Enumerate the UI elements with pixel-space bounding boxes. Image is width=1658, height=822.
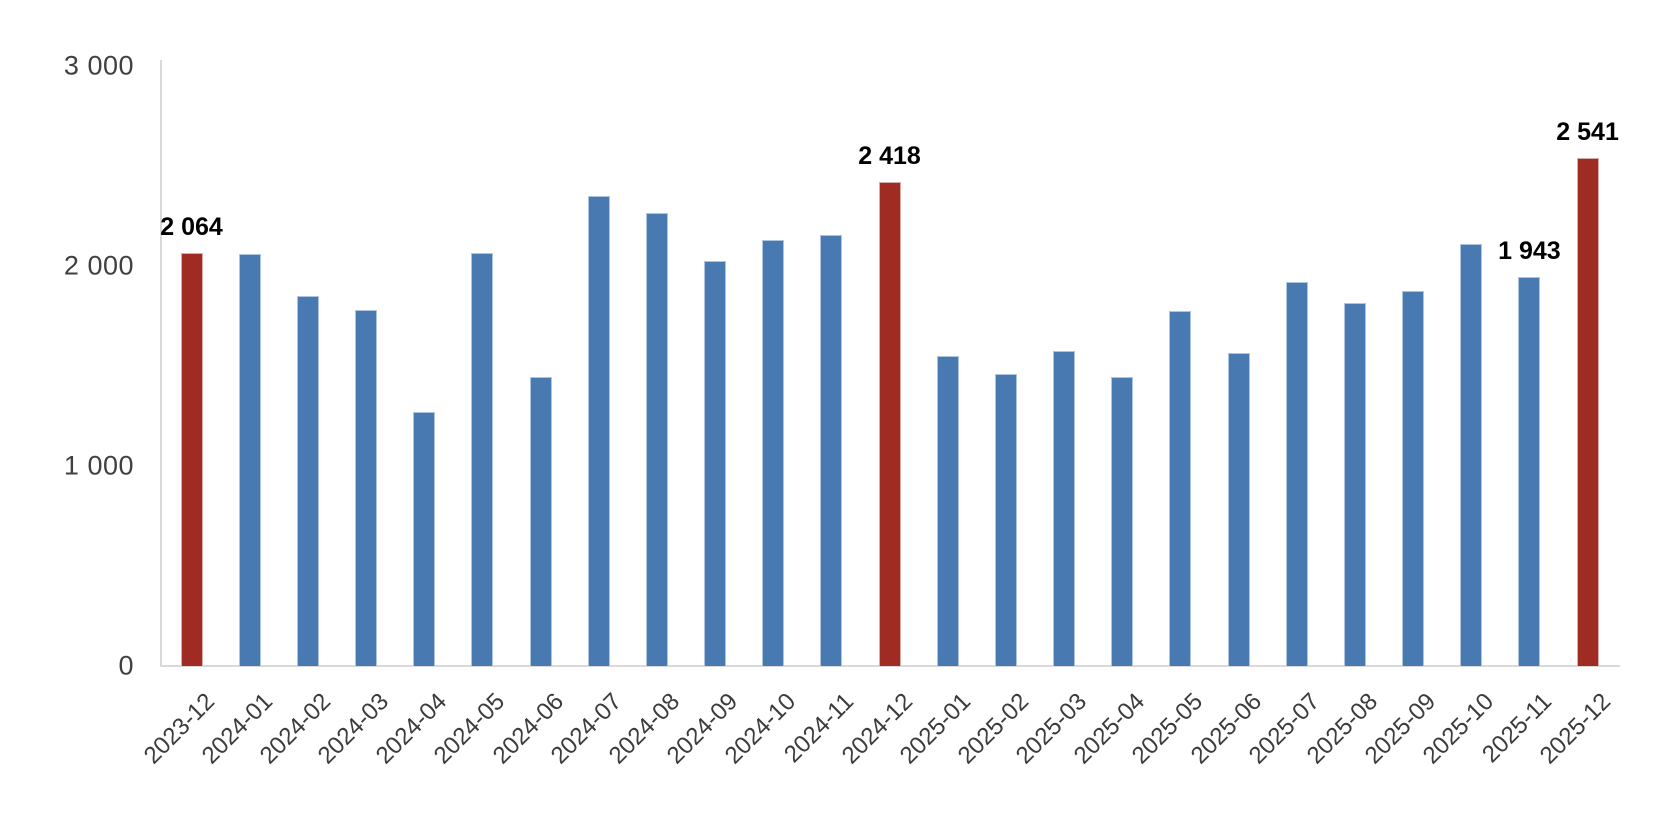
bar-2024-05: [471, 253, 494, 666]
y-tick-label-0: 0: [118, 650, 134, 681]
bar-2024-04: [413, 412, 436, 666]
bar-2025-06: [1227, 353, 1250, 666]
bar-2024-01: [238, 254, 261, 666]
bar-2023-12: [180, 253, 203, 666]
bar-2025-01: [936, 356, 959, 666]
bar-2025-10: [1460, 244, 1483, 666]
bar-2024-07: [587, 196, 610, 666]
y-tick-label-2000: 2 000: [63, 250, 134, 281]
bar-value-label-2025-11: 1 943: [1498, 237, 1561, 266]
bar-2025-04: [1111, 377, 1134, 666]
bar-2024-08: [645, 213, 668, 666]
bar-value-label-2024-12: 2 418: [858, 142, 921, 171]
bar-2024-06: [529, 377, 552, 666]
bar-2024-02: [296, 296, 319, 666]
bar-2024-12: [878, 182, 901, 666]
bar-2024-10: [762, 240, 785, 666]
bar-2025-03: [1053, 351, 1076, 666]
bar-2025-09: [1402, 291, 1425, 666]
bar-2024-03: [355, 310, 377, 666]
y-tick-label-3000: 3 000: [63, 50, 134, 81]
bar-2025-07: [1285, 282, 1308, 666]
y-tick-label-1000: 1 000: [63, 450, 134, 481]
bar-2025-08: [1343, 303, 1366, 666]
bar-2025-05: [1169, 311, 1192, 666]
bar-2024-09: [704, 261, 727, 666]
x-axis-baseline: [160, 665, 1620, 667]
bar-2025-12: [1576, 157, 1599, 666]
y-axis-line: [160, 60, 162, 665]
bar-2024-11: [820, 235, 843, 666]
bar-2025-11: [1518, 277, 1541, 666]
bar-value-label-2023-12: 2 064: [160, 213, 223, 242]
bar-2025-02: [994, 374, 1017, 666]
bar-value-label-2025-12: 2 541: [1556, 117, 1619, 146]
